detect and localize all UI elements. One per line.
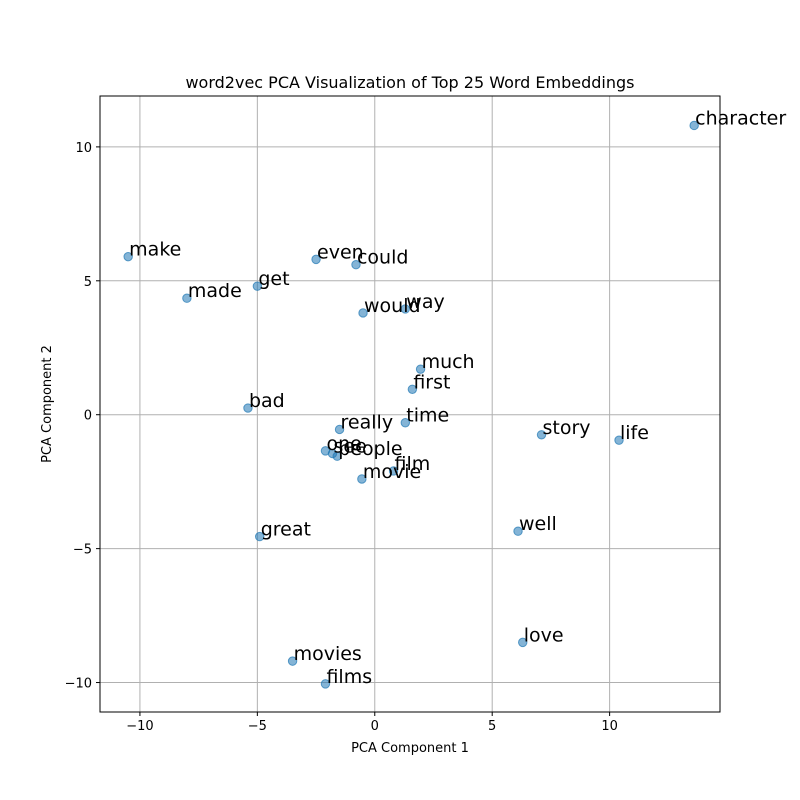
data-point-first bbox=[407, 384, 418, 394]
x-axis-label: PCA Component 1 bbox=[351, 741, 469, 756]
point-label-made: made bbox=[188, 280, 242, 302]
grid-layer bbox=[100, 96, 720, 712]
data-point-would bbox=[358, 308, 368, 318]
point-label-film: film bbox=[395, 453, 431, 475]
x-tick-label: 5 bbox=[488, 719, 496, 734]
data-point-get bbox=[252, 281, 263, 291]
x-tick-label: 0 bbox=[371, 719, 379, 734]
point-label-make: make bbox=[129, 239, 181, 261]
data-point-really bbox=[334, 424, 345, 435]
data-point-way bbox=[400, 304, 411, 314]
point-label-get: get bbox=[258, 268, 289, 290]
point-label-life: life bbox=[620, 422, 649, 444]
data-point-people bbox=[332, 451, 342, 461]
data-point-movie bbox=[357, 474, 367, 484]
point-label-see: see bbox=[334, 436, 367, 458]
data-point-movies bbox=[287, 656, 298, 666]
point-label-first: first bbox=[413, 371, 450, 393]
point-label-character: character bbox=[695, 107, 786, 129]
tick-layer: −10 −5 0 5 10 −10 −5 0 5 10 bbox=[65, 141, 618, 734]
point-label-one: one bbox=[326, 433, 361, 455]
x-tick-label: −10 bbox=[126, 719, 153, 734]
point-label-really: really bbox=[341, 411, 394, 433]
y-tick-label: −5 bbox=[73, 543, 92, 558]
point-label-movies: movies bbox=[294, 643, 362, 665]
y-axis-label: PCA Component 2 bbox=[40, 345, 55, 463]
chart-title: word2vec PCA Visualization of Top 25 Wor… bbox=[185, 73, 634, 92]
point-label-great: great bbox=[261, 519, 311, 541]
data-point-love bbox=[518, 637, 528, 648]
point-label-story: story bbox=[543, 417, 591, 439]
data-point-films bbox=[320, 679, 331, 689]
data-point-life bbox=[614, 435, 624, 445]
data-point-much bbox=[415, 364, 426, 374]
data-point-character bbox=[689, 120, 699, 131]
data-point-could bbox=[351, 260, 361, 270]
data-point-made bbox=[182, 293, 192, 303]
point-label-people: people bbox=[338, 438, 402, 460]
data-point-even bbox=[311, 254, 321, 265]
data-point-well bbox=[513, 526, 523, 536]
point-label-well: well bbox=[519, 513, 557, 535]
point-label-movie: movie bbox=[363, 461, 421, 483]
point-label-love: love bbox=[524, 624, 564, 646]
data-point-great bbox=[254, 531, 265, 542]
y-tick-label: 0 bbox=[84, 409, 92, 424]
point-label-would: would bbox=[364, 295, 421, 317]
point-label-time: time bbox=[406, 405, 449, 427]
x-tick-label: −5 bbox=[248, 719, 267, 734]
point-label-even: even bbox=[317, 241, 364, 263]
x-tick-label: 10 bbox=[601, 719, 618, 734]
point-label-could: could bbox=[357, 247, 408, 269]
point-label-much: much bbox=[422, 351, 475, 373]
data-point-film bbox=[388, 466, 399, 476]
data-point-bad bbox=[243, 403, 253, 413]
data-point-make bbox=[123, 251, 133, 262]
point-label-way: way bbox=[406, 291, 444, 313]
y-tick-label: 10 bbox=[75, 141, 92, 156]
point-layer bbox=[123, 120, 699, 689]
y-tick-label: 5 bbox=[84, 275, 92, 290]
point-label-bad: bad bbox=[249, 390, 285, 412]
y-tick-label: −10 bbox=[65, 677, 92, 692]
data-point-time bbox=[400, 418, 411, 428]
plot-frame bbox=[99, 95, 721, 713]
data-point-story bbox=[536, 430, 547, 440]
point-label-films: films bbox=[326, 666, 372, 688]
